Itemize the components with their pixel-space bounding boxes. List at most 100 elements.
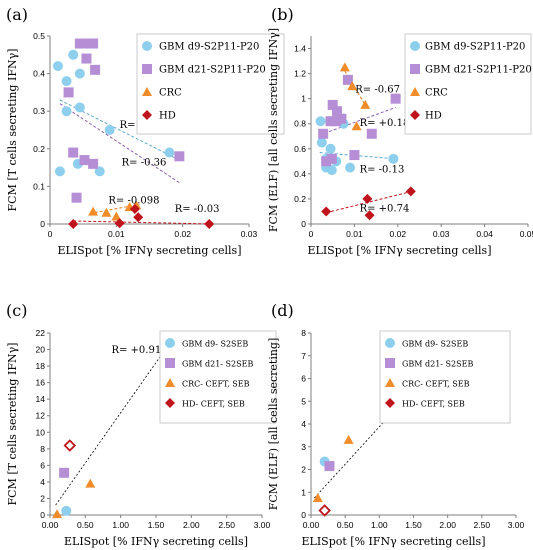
- data-point-square: [390, 93, 401, 104]
- panel-label: (d): [271, 301, 294, 320]
- data-point-circle: [61, 106, 72, 117]
- y-axis-label: FCM [T cells secreting IFNγ]: [6, 49, 19, 212]
- y-tick-label: 10: [36, 427, 46, 437]
- data-point-diamond: [321, 206, 332, 217]
- y-tick-label: 0.4: [33, 69, 45, 79]
- x-tick-label: 0: [309, 229, 314, 239]
- x-tick-label: 0.50: [77, 520, 94, 530]
- y-tick-label: 20: [36, 345, 46, 355]
- legend-marker-square: [410, 64, 420, 74]
- legend-marker-triangle: [410, 87, 420, 96]
- x-axis-label: ELISpot [% IFNγ secreting cells]: [302, 535, 486, 548]
- data-point-diamond: [63, 439, 77, 452]
- data-point-diamond: [204, 219, 215, 229]
- data-point-square: [326, 153, 337, 164]
- data-point-diamond: [68, 219, 79, 229]
- x-tick-label: 0.03: [433, 229, 450, 239]
- x-tick-label: 0.03: [241, 229, 258, 239]
- data-point-circle: [94, 166, 105, 177]
- data-point-circle: [316, 137, 327, 148]
- data-point-square: [318, 128, 329, 139]
- y-tick-label: 0.4: [294, 169, 306, 179]
- legend-entry: CRC: [425, 88, 448, 99]
- y-tick-label: 3: [301, 442, 306, 452]
- y-tick-label: 0.8: [294, 119, 306, 129]
- data-point-square: [74, 38, 85, 49]
- legend-box: [136, 33, 285, 135]
- legend-marker-square: [385, 358, 395, 368]
- x-tick-label: 1.50: [148, 520, 165, 530]
- legend-entry: HD- CEFT, SEB: [402, 400, 465, 409]
- legend-marker-triangle: [142, 87, 152, 96]
- x-tick-label: 2.50: [474, 520, 491, 530]
- data-point-triangle: [52, 509, 63, 519]
- data-point-circle: [326, 165, 337, 176]
- x-tick-label: 0.00: [303, 520, 320, 530]
- data-point-square: [88, 38, 99, 49]
- legend-entry: CRC: [159, 88, 182, 99]
- data-point-circle: [164, 147, 175, 158]
- data-point-circle: [61, 505, 72, 516]
- data-point-triangle: [351, 121, 362, 131]
- y-axis-label: FCM (ELF) [all cells secreting]: [267, 338, 280, 511]
- data-point-square: [79, 155, 90, 166]
- legend-entry: GBM d9-S2P11-P20: [425, 42, 525, 53]
- y-tick-label: 0: [301, 219, 306, 229]
- data-point-triangle: [101, 207, 112, 217]
- y-axis-label: FCM (ELF) [all cells secreting IFNγ]: [267, 28, 280, 232]
- x-tick-label: 1.00: [371, 520, 388, 530]
- data-point-diamond: [405, 186, 416, 197]
- x-axis-label: ELISpot [% IFNγ secreting cells]: [64, 535, 248, 548]
- data-point-circle: [61, 76, 72, 87]
- legend-marker-circle: [410, 41, 420, 51]
- correlation-label: R= +0.91: [111, 345, 161, 356]
- data-point-circle: [345, 162, 356, 173]
- legend: GBM d9-S2P11-P20 GBM d21-S2P11-P20 CRC HD: [136, 33, 285, 135]
- y-tick-label: 7: [301, 351, 306, 361]
- data-point-triangle: [343, 434, 354, 444]
- legend-marker-circle: [385, 338, 395, 348]
- data-point-diamond: [114, 218, 125, 229]
- data-point-triangle: [347, 81, 358, 91]
- legend-marker-diamond: [165, 398, 175, 408]
- y-tick-label: 12: [36, 411, 46, 421]
- y-tick-label: 0.6: [294, 144, 306, 154]
- x-tick-label: 0.02: [390, 229, 407, 239]
- legend-entry: GBM d21-S2P11-P20: [425, 65, 532, 76]
- data-point-square: [88, 158, 99, 169]
- panel-label: (a): [6, 5, 28, 24]
- x-axis-label: ELISpot [% IFNγ secreting cells]: [58, 244, 242, 257]
- x-axis-label: ELISpot [% IFNγ secreting cells]: [308, 244, 492, 257]
- data-point-triangle: [88, 206, 99, 216]
- legend-entry: CRC- CEFT, SEB: [182, 380, 250, 389]
- data-point-square: [81, 53, 92, 64]
- data-point-square: [331, 116, 342, 127]
- data-point-square: [321, 156, 332, 167]
- legend: GBM d9- S2SEB GBM d21- S2SEB CRC- CEFT, SE…: [379, 330, 511, 424]
- legend-marker-circle: [165, 338, 175, 348]
- y-tick-label: 5: [301, 396, 306, 406]
- legend-marker-diamond: [410, 110, 420, 120]
- legend-marker-triangle: [385, 378, 395, 387]
- legend-box: [404, 33, 532, 135]
- x-tick-label: 0.01: [346, 229, 363, 239]
- y-tick-label: 0.3: [33, 106, 45, 116]
- correlation-label: R= -0.098: [108, 195, 159, 206]
- correlation-label: R= -0.67: [355, 84, 400, 95]
- legend-entry: GBM d9-S2P11-P20: [159, 42, 259, 53]
- x-tick-label: 0.01: [108, 229, 125, 239]
- data-point-square: [366, 128, 377, 139]
- panel-label: (b): [271, 5, 294, 24]
- y-tick-label: 0.2: [294, 194, 306, 204]
- data-point-circle: [388, 153, 399, 164]
- x-tick-label: 2.00: [183, 520, 200, 530]
- chart-panel-4: (d) 0.00 0.50 1.00 1.50 2.00 2.50 3.00 0 1 2 3 4 5 6 7 8…: [267, 301, 525, 548]
- x-tick-label: 0.00: [42, 520, 59, 530]
- data-point-circle: [54, 166, 65, 177]
- chart-panel-2: (b) 0 0.01 0.02 0.03 0.04 0.05 0 0.2 0.4 0.6 0.8 1 1.…: [267, 5, 533, 257]
- x-tick-label: 0.04: [476, 229, 493, 239]
- panel-label: (c): [6, 301, 27, 320]
- legend-marker-square: [142, 64, 152, 74]
- y-tick-label: 4: [301, 419, 306, 429]
